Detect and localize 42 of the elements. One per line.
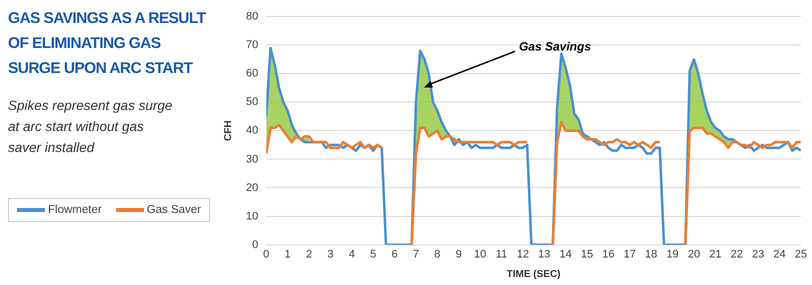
text: GAS SAVINGS AS A RESULT OF ELIMINATING GAS SURGE UPON ARC START: [8, 9, 207, 79]
y-tick-label: 20: [246, 182, 258, 194]
y-tick-label: 70: [246, 39, 258, 52]
x-tick-label: 14: [560, 248, 572, 260]
annotation: Gas Savings: [518, 40, 592, 54]
x-tick-label: 10: [474, 248, 486, 260]
y-tick-label: 80: [246, 10, 258, 23]
x-tick-label: 18: [645, 248, 658, 260]
y-tick-label: 50: [246, 96, 258, 108]
x-tick-label: 24: [773, 248, 786, 260]
y-tick-label: 60: [246, 68, 258, 80]
x-tick-label: 6: [391, 248, 398, 260]
y-tick-label: 10: [246, 210, 258, 222]
x-tick-label: 1: [284, 248, 291, 260]
x-tick-label: 17: [624, 248, 636, 260]
x-tick-label: 5: [370, 248, 376, 260]
x-tick-label: 20: [688, 248, 700, 260]
x-tick-label: 8: [434, 248, 440, 260]
y-tick-label: 0: [252, 238, 258, 251]
x-tick-label: 2: [306, 248, 312, 260]
y-axis-title: CFH: [222, 120, 234, 141]
x-tick-label: 19: [666, 248, 679, 260]
x-tick-label: 23: [752, 248, 764, 260]
x-tick-label: 22: [730, 248, 743, 260]
x-tick-label: 12: [516, 248, 529, 260]
y-tick-label: 40: [246, 124, 258, 137]
x-tick-label: 3: [327, 248, 334, 260]
x-tick-label: 0: [263, 248, 270, 260]
x-tick-label: 4: [348, 248, 355, 260]
x-tick-label: 13: [538, 248, 550, 260]
x-axis-title: TIME (SEC): [506, 268, 561, 280]
x-tick-label: 9: [456, 248, 462, 260]
x-tick-label: 21: [709, 248, 722, 260]
legend-label: Gas Saver: [146, 204, 202, 216]
text: Spikes represent gas surge at arc start without gas saver installed: [8, 97, 174, 157]
x-tick-label: 7: [412, 248, 419, 260]
x-tick-label: 25: [794, 248, 808, 260]
x-tick-label: 15: [580, 248, 594, 260]
legend-label: Flowmeter: [47, 204, 102, 216]
y-tick-label: 30: [246, 153, 258, 166]
x-tick-label: 11: [496, 248, 508, 260]
x-tick-label: 16: [602, 248, 615, 260]
